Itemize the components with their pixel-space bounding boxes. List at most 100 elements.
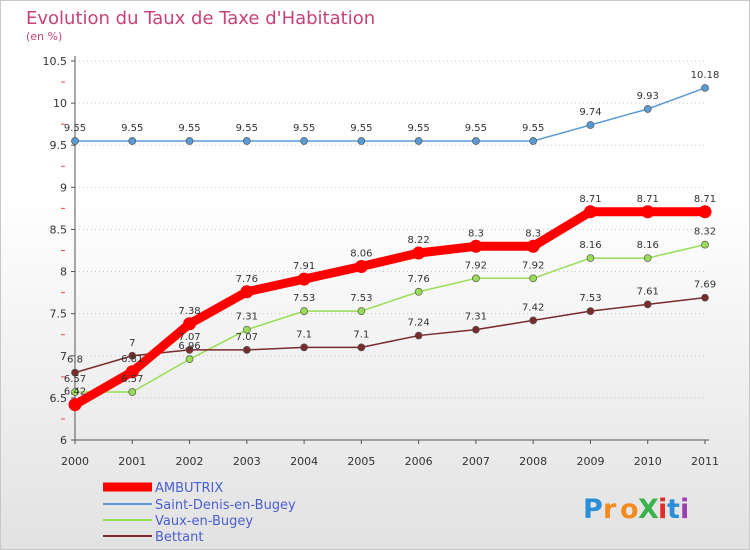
x-tick-label: 2007 bbox=[462, 455, 490, 468]
series-line-Bettant bbox=[74, 296, 706, 374]
x-tick-label: 2003 bbox=[233, 455, 261, 468]
data-point bbox=[125, 365, 139, 379]
data-point bbox=[242, 137, 251, 145]
data-point bbox=[701, 240, 709, 249]
logo-letter: i bbox=[658, 494, 667, 525]
series-group bbox=[68, 84, 712, 412]
x-tick-label: 2001 bbox=[118, 455, 146, 468]
data-point bbox=[472, 274, 480, 283]
data-label: 7.91 bbox=[293, 261, 315, 272]
data-point bbox=[643, 300, 652, 309]
logo-letter: X bbox=[638, 494, 659, 525]
data-point bbox=[529, 137, 538, 145]
data-label: 7.76 bbox=[236, 274, 258, 285]
data-label: 7.42 bbox=[522, 302, 544, 313]
x-tick-label: 2009 bbox=[576, 455, 604, 468]
legend-label: Saint-Denis-en-Bugey bbox=[155, 498, 296, 513]
data-label: 9.55 bbox=[350, 123, 372, 134]
data-label: 6.57 bbox=[121, 374, 143, 385]
series-line-AMBUTRIX bbox=[72, 207, 705, 409]
x-tick-label: 2008 bbox=[519, 455, 547, 468]
data-label: 8.16 bbox=[579, 240, 601, 251]
data-point bbox=[128, 351, 137, 360]
data-label: 7.69 bbox=[694, 280, 716, 291]
data-point bbox=[354, 260, 368, 274]
y-tick-label: 10 bbox=[53, 97, 67, 110]
data-point bbox=[583, 205, 597, 219]
data-point bbox=[698, 205, 712, 219]
data-label: 7.53 bbox=[579, 293, 601, 304]
series-line-Vaux-en-Bugey bbox=[75, 243, 706, 393]
data-label: 8.71 bbox=[637, 194, 659, 205]
data-point bbox=[414, 331, 423, 340]
data-label: 8.71 bbox=[579, 194, 601, 205]
data-label: 10.18 bbox=[691, 70, 720, 81]
data-point bbox=[414, 287, 423, 296]
data-label: 9.55 bbox=[121, 123, 143, 134]
data-label: 9.74 bbox=[579, 107, 601, 118]
data-point bbox=[357, 343, 366, 352]
data-point bbox=[701, 84, 709, 92]
data-label: 6.96 bbox=[178, 341, 200, 352]
data-label: 7.31 bbox=[465, 312, 487, 323]
data-label: 8.3 bbox=[468, 228, 484, 239]
data-point bbox=[529, 316, 538, 325]
data-point bbox=[297, 272, 311, 286]
y-tick-label: 7.5 bbox=[50, 308, 68, 321]
data-label: 8.16 bbox=[637, 240, 659, 251]
legend-label: Vaux-en-Bugey bbox=[155, 514, 253, 529]
logo-letter: r bbox=[603, 494, 617, 525]
y-tick-label: 8.5 bbox=[50, 223, 68, 236]
data-label: 7.07 bbox=[178, 332, 200, 343]
data-label: 9.55 bbox=[64, 123, 86, 134]
data-label: 8.3 bbox=[525, 228, 541, 239]
data-label: 7.24 bbox=[408, 318, 430, 329]
data-point bbox=[414, 137, 423, 145]
grid bbox=[75, 60, 705, 441]
chart-title: Evolution du Taux de Taxe d'Habitation bbox=[26, 8, 375, 29]
y-tick-label: 8 bbox=[60, 266, 67, 279]
legend-label: AMBUTRIX bbox=[155, 481, 223, 496]
x-tick-label: 2011 bbox=[691, 455, 719, 468]
data-point bbox=[128, 137, 137, 145]
y-tick-label: 9.5 bbox=[50, 139, 68, 152]
data-point bbox=[300, 307, 308, 315]
y-tick-label: 7 bbox=[60, 350, 67, 363]
data-label: 7.53 bbox=[350, 293, 372, 304]
data-label: 9.93 bbox=[637, 91, 659, 102]
x-tick-label: 2002 bbox=[176, 455, 204, 468]
data-label: 7.07 bbox=[236, 332, 258, 343]
data-label: 6.57 bbox=[64, 374, 86, 385]
data-point bbox=[71, 137, 79, 145]
data-label: 7.92 bbox=[522, 260, 544, 271]
x-tick-label: 2005 bbox=[347, 455, 375, 468]
data-label: 7.1 bbox=[353, 329, 369, 340]
data-point bbox=[185, 346, 194, 354]
data-point bbox=[357, 307, 366, 315]
y-tick-label: 9 bbox=[60, 181, 67, 194]
data-point bbox=[71, 388, 79, 396]
data-label: 8.71 bbox=[694, 194, 716, 205]
data-point bbox=[641, 205, 655, 219]
data-point bbox=[412, 246, 426, 260]
data-point bbox=[183, 317, 197, 331]
data-point bbox=[526, 239, 540, 253]
data-point bbox=[300, 343, 308, 352]
x-tick-label: 2010 bbox=[634, 455, 662, 468]
data-point bbox=[300, 137, 308, 145]
y-tick-label: 6.5 bbox=[50, 392, 68, 405]
data-label: 8.22 bbox=[408, 235, 430, 246]
logo-letter: i bbox=[680, 494, 689, 525]
data-label: 7.76 bbox=[408, 274, 430, 285]
data-point bbox=[586, 121, 595, 129]
data-point bbox=[643, 105, 652, 113]
data-point bbox=[469, 239, 483, 253]
data-point bbox=[240, 285, 254, 299]
data-label: 7.31 bbox=[236, 312, 258, 323]
logo-letter: P bbox=[583, 494, 603, 525]
data-point bbox=[357, 137, 366, 145]
y-tick-label: 10.5 bbox=[43, 55, 68, 68]
